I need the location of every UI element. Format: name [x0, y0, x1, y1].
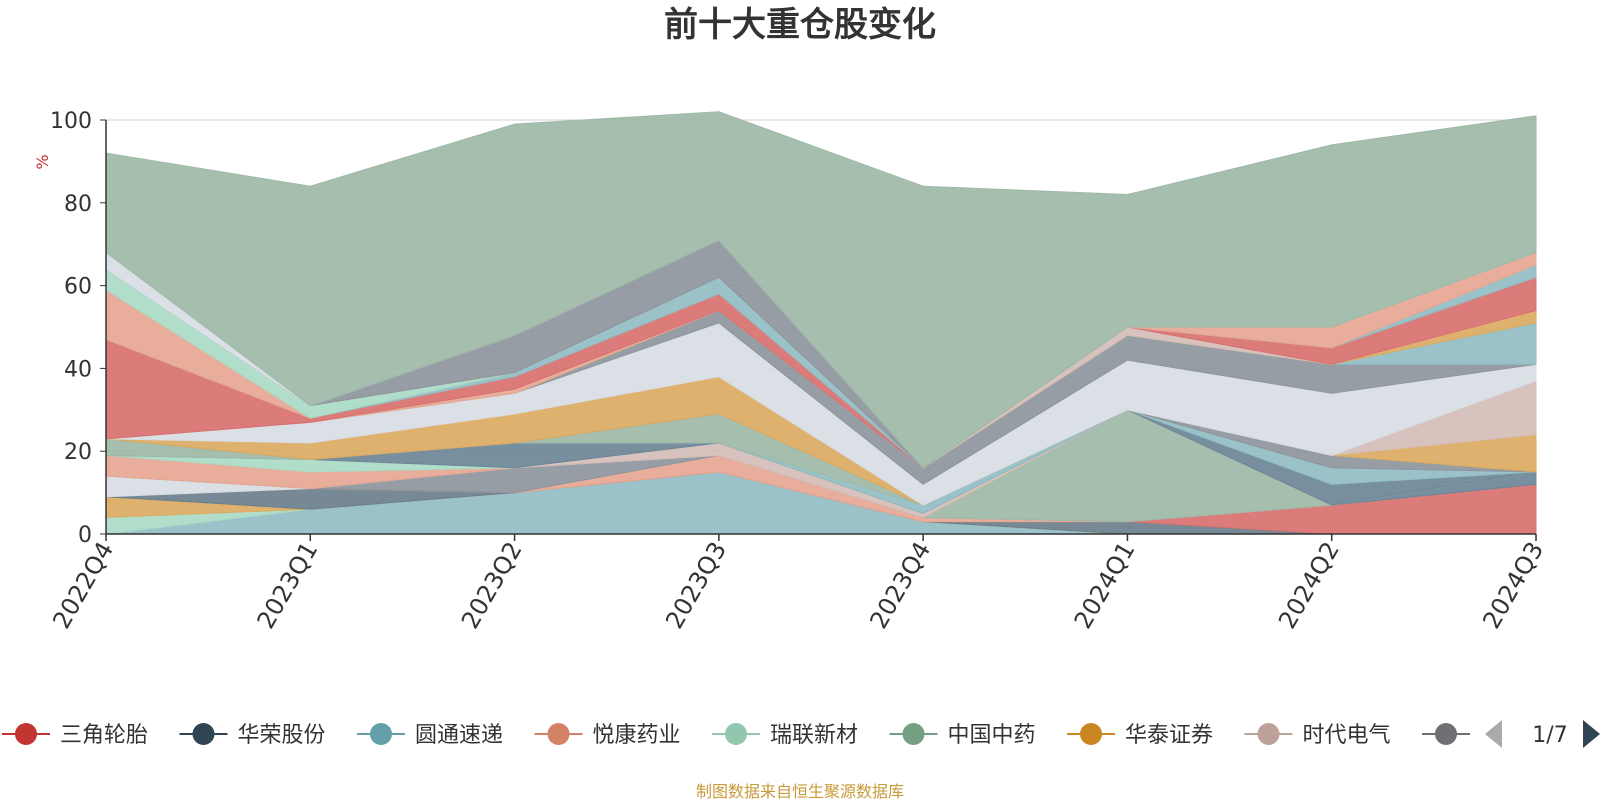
legend-next-icon[interactable]: [1583, 720, 1600, 748]
legend-label: 中国中药: [948, 723, 1036, 748]
y-tick-label: 40: [64, 357, 92, 382]
area-series: [105, 111, 1537, 469]
legend-marker: [1080, 723, 1102, 745]
legend-item[interactable]: 时代电气: [1244, 723, 1391, 748]
y-tick-label: 100: [50, 109, 92, 134]
stacked-areas: [105, 111, 1537, 535]
legend-item[interactable]: 悦康药业: [534, 723, 681, 748]
x-tick-label: 2024Q3: [1477, 537, 1549, 633]
source-note: 制图数据来自恒生聚源数据库: [695, 782, 904, 801]
x-tick-label: 2023Q1: [252, 537, 324, 633]
legend-label: 华泰证券: [1125, 723, 1213, 748]
legend-marker: [15, 723, 37, 745]
legend-prev-icon[interactable]: [1485, 720, 1502, 748]
legend-item[interactable]: 圆通速递: [357, 723, 503, 748]
y-axis-title: %: [33, 154, 52, 169]
legend-marker: [725, 723, 747, 745]
legend-label: 瑞联新材: [770, 723, 858, 748]
x-tick-label: 2023Q3: [660, 537, 732, 633]
y-tick-label: 60: [64, 275, 92, 300]
legend-label: 时代电气: [1303, 723, 1391, 748]
x-tick-label: 2023Q2: [456, 537, 528, 633]
legend-marker: [1435, 723, 1457, 745]
legend-item[interactable]: 三角轮胎: [2, 723, 148, 748]
legend-item[interactable]: 中国中药: [889, 723, 1036, 748]
legend-marker: [192, 723, 215, 745]
legend-marker: [1257, 723, 1280, 745]
legend-label: 圆通速递: [415, 723, 503, 748]
x-tick-label: 2023Q4: [864, 537, 936, 633]
legend-page-indicator: 1/7: [1532, 723, 1567, 748]
legend-label: 华荣股份: [238, 723, 326, 748]
x-tick-label: 2022Q4: [47, 537, 119, 633]
chart-title: 前十大重仓股变化: [664, 5, 936, 45]
legend-label: 三角轮胎: [60, 723, 148, 748]
x-tick-label: 2024Q1: [1069, 537, 1141, 633]
legend-item[interactable]: 瑞联新材: [712, 723, 858, 748]
y-tick-label: 20: [64, 440, 92, 465]
x-tick-label: 2024Q2: [1273, 537, 1345, 633]
legend-item[interactable]: [1422, 723, 1470, 745]
legend-item[interactable]: 华泰证券: [1067, 723, 1213, 748]
legend: 三角轮胎 华荣股份 圆通速递 悦康药业 瑞联新材 中国中药 华泰证券 时代电气 1/7: [2, 712, 1600, 758]
legend-marker: [370, 723, 392, 745]
y-tick-label: 0: [78, 523, 92, 548]
legend-item[interactable]: 华荣股份: [179, 723, 326, 748]
legend-marker: [902, 723, 925, 745]
legend-marker: [547, 723, 570, 745]
y-tick-label: 80: [64, 192, 92, 217]
legend-label: 悦康药业: [593, 723, 681, 748]
